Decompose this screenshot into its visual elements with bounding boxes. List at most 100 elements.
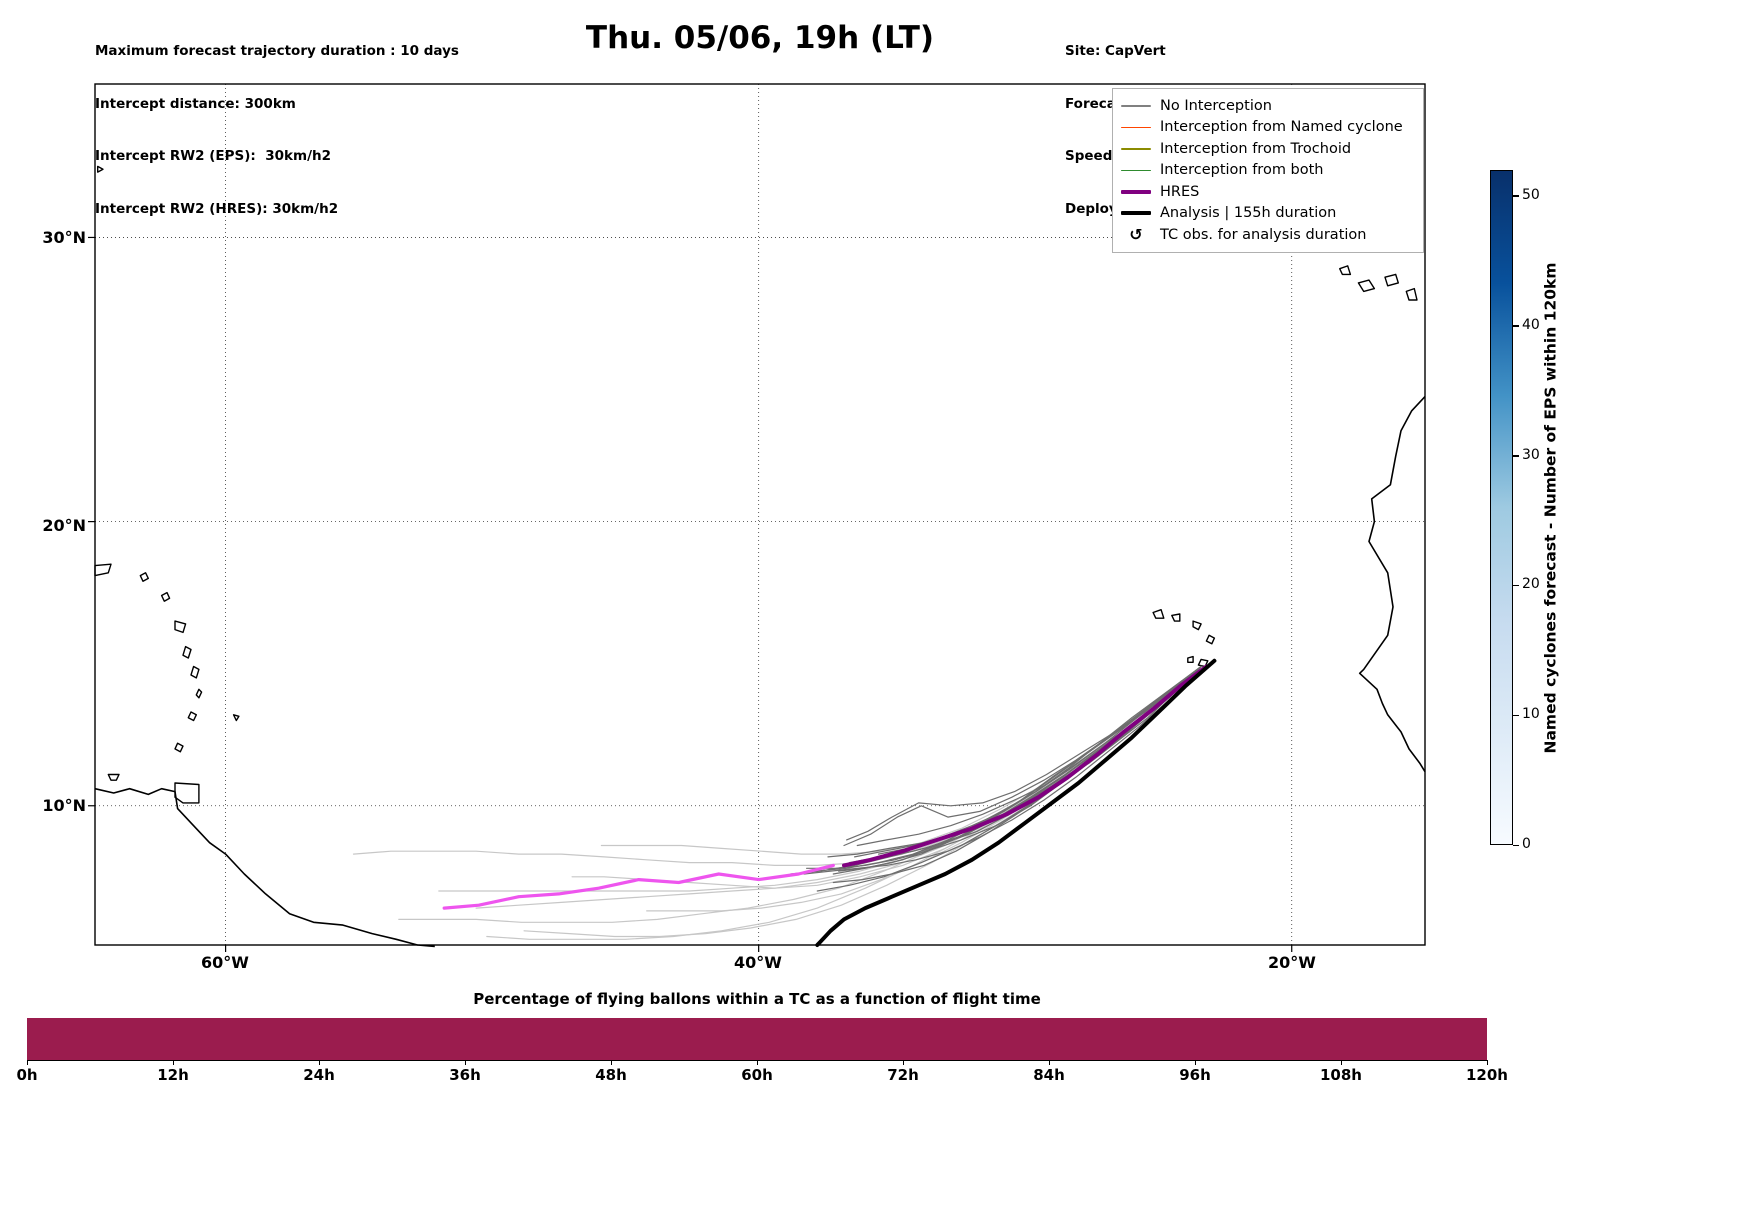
colorbar-tick-label: 40 — [1522, 316, 1540, 333]
xtick-label-60w: 60°W — [201, 953, 249, 972]
colorbar-tick-mark — [1513, 325, 1519, 327]
xtick-label-20w: 20°W — [1268, 953, 1316, 972]
island — [1357, 279, 1376, 293]
bottom-tick-mark — [1195, 1060, 1196, 1065]
trajectory-eps-member-3 — [843, 665, 1202, 847]
map-plot — [88, 83, 1426, 952]
flight-time-bar — [27, 1018, 174, 1060]
island — [195, 688, 203, 699]
legend: No Interception Interception from Named c… — [1112, 88, 1424, 253]
bottom-tick-label: 72h — [887, 1066, 919, 1084]
colorbar-tick-mark — [1513, 844, 1519, 846]
bottom-tick-label: 12h — [157, 1066, 189, 1084]
bottom-tick-label: 84h — [1033, 1066, 1065, 1084]
bottom-tick-mark — [465, 1060, 466, 1065]
trajectory-eps-member-extended-9 — [600, 665, 1202, 855]
island — [94, 563, 112, 577]
bottom-tick-label: 120h — [1466, 1066, 1508, 1084]
plot-border — [94, 83, 1426, 946]
trajectory-eps-member-extended-3 — [398, 665, 1202, 923]
island — [1205, 634, 1216, 645]
bottom-tick-mark — [903, 1060, 904, 1065]
bottom-tick-mark — [1049, 1060, 1050, 1065]
island — [160, 591, 171, 602]
trajectory-eps-member-4 — [832, 665, 1202, 875]
annotation-line: Intercept RW2 (HRES): 30km/h2 — [95, 200, 339, 217]
legend-line — [1121, 105, 1151, 107]
island — [174, 782, 200, 804]
legend-item: Interception from both — [1121, 160, 1415, 182]
legend-item: Interception from Trochoid — [1121, 138, 1415, 160]
legend-line-swatch — [1121, 148, 1151, 150]
bottom-tick-mark — [27, 1060, 28, 1065]
flight-time-bar — [1195, 1018, 1342, 1060]
island — [1152, 609, 1165, 619]
colorbar-tick-label: 50 — [1522, 186, 1540, 203]
annotation-line: Maximum forecast trajectory duration : 1… — [95, 43, 459, 59]
island — [190, 665, 200, 679]
header-left-annotations: Maximum forecast trajectory duration : 1… — [95, 8, 459, 253]
legend-label: Interception from both — [1160, 162, 1324, 179]
legend-label: HRES — [1160, 183, 1200, 200]
trajectory-eps-member-1 — [848, 665, 1202, 864]
tc-obs-icon: ↺ — [1121, 226, 1151, 242]
bottom-tick-mark — [173, 1060, 174, 1065]
coastline — [1358, 396, 1426, 773]
flight-time-bar — [465, 1018, 612, 1060]
legend-label: TC obs. for analysis duration — [1160, 226, 1367, 243]
island — [1187, 655, 1194, 663]
annotation-line: Intercept distance: 300km — [95, 95, 296, 112]
trajectory-eps-member-extended-7 — [486, 665, 1202, 940]
legend-label: No Interception — [1160, 97, 1272, 114]
map-axes — [88, 83, 1426, 952]
colorbar-tick-label: 10 — [1522, 706, 1540, 723]
legend-line-swatch — [1121, 189, 1151, 194]
trajectory-eps-member-16 — [813, 665, 1202, 872]
trajectory-analysis — [815, 658, 1217, 947]
island — [174, 742, 184, 753]
bottom-tick-label: 60h — [741, 1066, 773, 1084]
trajectory-eps-member-extended-8 — [438, 665, 1202, 892]
legend-label: Analysis | 155h duration — [1160, 205, 1337, 222]
xtick-label-40w: 40°W — [734, 953, 782, 972]
trajectory-eps-member-5 — [837, 665, 1202, 872]
bottom-tick-mark — [611, 1060, 612, 1065]
flight-time-bar — [903, 1018, 1050, 1060]
legend-line — [1121, 169, 1151, 171]
legend-item: ↺ TC obs. for analysis duration — [1121, 224, 1415, 246]
ytick-label-30n: 30°N — [42, 228, 86, 247]
trajectory-magenta-trajectory — [442, 863, 835, 910]
figure-title: Thu. 05/06, 19h (LT) — [585, 20, 935, 56]
legend-item: HRES — [1121, 181, 1415, 203]
trajectory-eps-member-15 — [845, 665, 1202, 841]
island — [107, 773, 120, 781]
island — [1171, 613, 1181, 622]
legend-line — [1121, 126, 1151, 128]
ytick-label-20n: 20°N — [42, 516, 86, 535]
legend-line — [1121, 189, 1151, 194]
flight-time-bar — [173, 1018, 320, 1060]
legend-item: No Interception — [1121, 95, 1415, 117]
bottom-tick-mark — [757, 1060, 758, 1065]
legend-line-swatch — [1121, 105, 1151, 107]
ytick-label-10n: 10°N — [42, 796, 86, 815]
island — [139, 572, 149, 582]
trajectory-eps-member-8 — [912, 665, 1202, 855]
bottom-chart-title: Percentage of flying ballons within a TC… — [473, 990, 1041, 1008]
legend-item: Analysis | 155h duration — [1121, 203, 1415, 225]
bottom-tick-mark — [319, 1060, 320, 1065]
legend-label: Interception from Trochoid — [1160, 140, 1352, 157]
colorbar-tick-label: 30 — [1522, 446, 1540, 463]
coastline — [94, 787, 435, 948]
colorbar-tick-label: 0 — [1522, 836, 1531, 852]
bottom-tick-label: 96h — [1179, 1066, 1211, 1084]
trajectory-hres — [842, 664, 1209, 868]
legend-label: Interception from Named cyclone — [1160, 119, 1403, 136]
colorbar-tick-mark — [1513, 584, 1519, 587]
bottom-tick-label: 108h — [1320, 1066, 1362, 1084]
island — [187, 711, 198, 722]
legend-item: Interception from Named cyclone — [1121, 117, 1415, 139]
bottom-tick-label: 36h — [449, 1066, 481, 1084]
colorbar-label: Named cyclones forecast - Number of EPS … — [1541, 262, 1560, 754]
island — [1405, 287, 1418, 301]
